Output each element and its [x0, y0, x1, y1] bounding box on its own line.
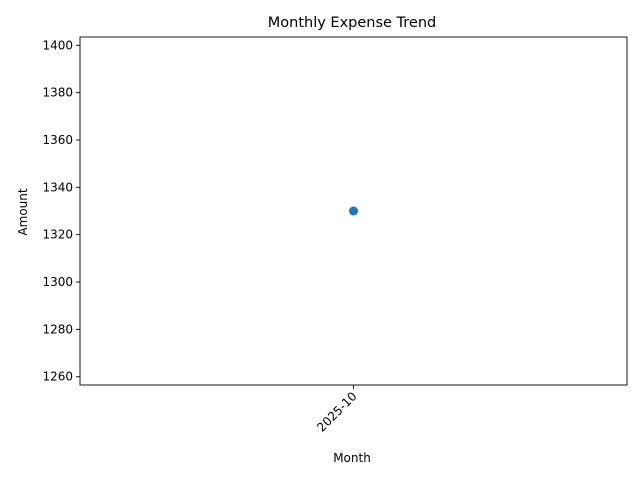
- data-point: [349, 206, 358, 216]
- y-tick-label: 1280: [42, 322, 73, 336]
- x-axis-label: Month: [333, 451, 371, 465]
- y-axis-label: Amount: [16, 188, 30, 235]
- plot-frame: [79, 36, 628, 386]
- y-tick-label: 1360: [42, 133, 73, 147]
- y-tick-label: 1400: [42, 38, 73, 52]
- y-tick-label: 1260: [42, 370, 73, 384]
- y-tick-label: 1380: [42, 86, 73, 100]
- chart-title: Monthly Expense Trend: [268, 15, 437, 31]
- y-tick-label: 1300: [42, 275, 73, 289]
- y-tick-label: 1340: [42, 180, 73, 194]
- y-tick-label: 1320: [42, 228, 73, 242]
